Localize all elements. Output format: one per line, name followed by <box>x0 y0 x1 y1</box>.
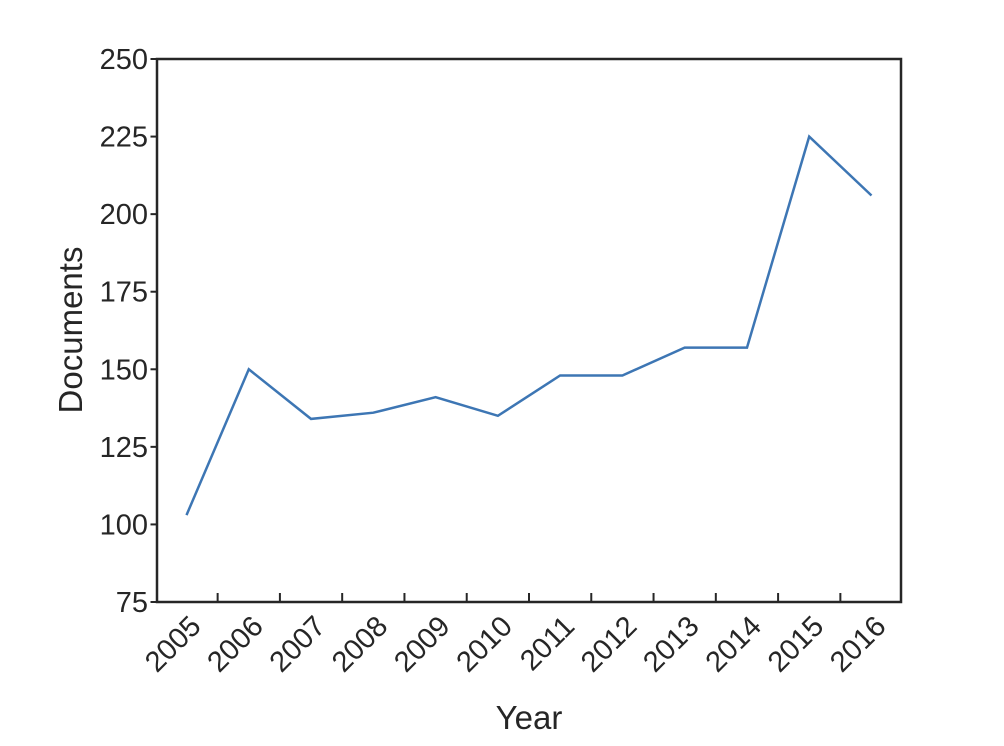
y-axis-title: Documents <box>52 247 89 414</box>
y-tick-label: 200 <box>100 199 148 231</box>
x-tick-label: 2011 <box>514 610 581 677</box>
x-tick-label: 2015 <box>762 610 830 678</box>
y-tick-label: 75 <box>116 587 148 619</box>
x-tick-label: 2008 <box>326 610 394 678</box>
x-tick-label: 2006 <box>201 610 269 678</box>
x-axis-title: Year <box>496 699 563 736</box>
x-tick-label: 2010 <box>451 610 519 678</box>
plot-layer: 7510012515017520022525020052006200720082… <box>100 44 903 679</box>
x-tick-label: 2005 <box>139 610 207 678</box>
y-tick-label: 175 <box>100 277 148 309</box>
y-tick-label: 150 <box>100 354 148 386</box>
plot-box <box>155 57 903 604</box>
x-tick-label: 2013 <box>637 610 705 678</box>
y-tick-label: 100 <box>100 509 148 541</box>
x-tick-label: 2016 <box>824 610 892 678</box>
data-line <box>185 134 873 516</box>
x-tick-label: 2014 <box>700 610 768 678</box>
y-tick-label: 125 <box>100 432 148 464</box>
y-tick-label: 250 <box>100 44 148 76</box>
x-tick-label: 2012 <box>575 610 643 678</box>
y-tick-label: 225 <box>100 122 148 154</box>
x-tick-label: 2007 <box>264 610 332 678</box>
x-tick-label: 2009 <box>388 610 456 678</box>
